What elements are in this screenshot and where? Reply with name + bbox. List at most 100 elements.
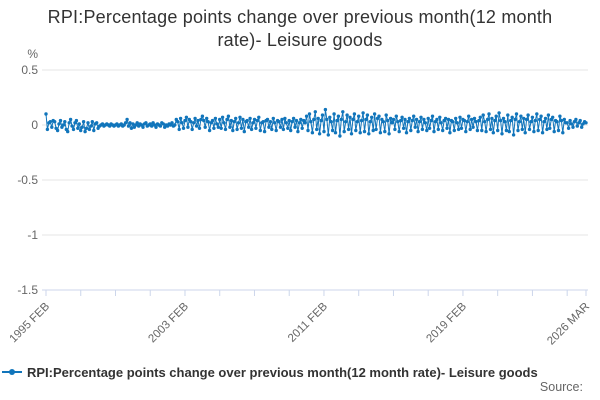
data-point[interactable]: [274, 128, 278, 133]
data-point[interactable]: [469, 117, 474, 122]
data-point[interactable]: [48, 120, 52, 124]
data-point[interactable]: [524, 117, 529, 122]
data-point[interactable]: [494, 114, 498, 118]
data-point[interactable]: [218, 117, 222, 122]
data-point[interactable]: [580, 125, 584, 129]
data-point[interactable]: [465, 120, 469, 124]
data-point[interactable]: [523, 131, 527, 135]
data-point[interactable]: [561, 131, 565, 135]
data-point[interactable]: [287, 118, 291, 123]
data-point[interactable]: [45, 127, 50, 132]
data-point[interactable]: [425, 128, 429, 133]
data-point[interactable]: [396, 120, 400, 124]
data-point[interactable]: [125, 117, 129, 122]
data-point[interactable]: [438, 115, 442, 120]
data-point[interactable]: [194, 124, 199, 128]
data-point[interactable]: [533, 118, 537, 123]
data-point[interactable]: [196, 118, 200, 123]
data-point[interactable]: [258, 128, 262, 133]
data-point[interactable]: [364, 117, 368, 122]
data-point[interactable]: [212, 126, 216, 130]
data-point[interactable]: [306, 128, 310, 133]
data-point[interactable]: [316, 116, 320, 121]
data-point[interactable]: [346, 127, 351, 132]
data-point[interactable]: [158, 124, 163, 128]
data-point[interactable]: [58, 118, 63, 123]
data-point[interactable]: [294, 118, 299, 123]
data-point[interactable]: [368, 120, 372, 124]
data-point[interactable]: [235, 127, 239, 132]
data-point[interactable]: [190, 127, 194, 132]
data-point[interactable]: [61, 123, 66, 127]
data-point[interactable]: [578, 118, 582, 123]
data-point[interactable]: [332, 112, 336, 116]
data-point[interactable]: [399, 118, 403, 123]
data-point[interactable]: [268, 120, 273, 124]
data-point[interactable]: [498, 118, 503, 123]
data-point[interactable]: [220, 115, 225, 120]
data-point[interactable]: [293, 125, 297, 129]
data-point[interactable]: [401, 126, 406, 130]
data-point[interactable]: [177, 127, 181, 132]
data-point[interactable]: [430, 114, 435, 118]
data-point[interactable]: [361, 111, 365, 115]
data-point[interactable]: [475, 128, 480, 133]
data-point[interactable]: [474, 120, 478, 124]
data-point[interactable]: [239, 126, 244, 130]
data-point[interactable]: [501, 116, 506, 121]
data-point[interactable]: [342, 129, 346, 134]
data-point[interactable]: [565, 121, 569, 125]
data-point[interactable]: [546, 113, 551, 117]
data-point[interactable]: [180, 121, 184, 125]
data-point[interactable]: [378, 131, 383, 135]
data-point[interactable]: [231, 128, 235, 133]
data-point[interactable]: [367, 132, 371, 136]
data-point[interactable]: [566, 126, 571, 130]
data-point[interactable]: [192, 121, 196, 125]
data-point[interactable]: [488, 127, 493, 132]
data-point[interactable]: [568, 118, 572, 123]
data-point[interactable]: [559, 118, 564, 123]
data-point[interactable]: [77, 122, 82, 126]
data-point[interactable]: [310, 131, 315, 135]
data-point[interactable]: [50, 125, 54, 129]
data-point[interactable]: [372, 112, 377, 116]
data-point[interactable]: [270, 127, 274, 132]
data-point[interactable]: [522, 116, 526, 121]
data-point[interactable]: [173, 123, 177, 127]
data-point[interactable]: [339, 117, 343, 122]
data-point[interactable]: [202, 118, 206, 123]
data-point[interactable]: [242, 129, 246, 134]
data-point[interactable]: [74, 118, 79, 123]
data-point[interactable]: [374, 127, 378, 132]
data-point[interactable]: [95, 121, 99, 125]
data-point[interactable]: [527, 127, 532, 132]
data-point[interactable]: [517, 120, 522, 124]
data-point[interactable]: [536, 128, 540, 133]
data-point[interactable]: [336, 114, 341, 118]
data-point[interactable]: [57, 122, 61, 126]
data-point[interactable]: [569, 122, 574, 126]
data-point[interactable]: [280, 117, 284, 122]
data-point[interactable]: [326, 133, 330, 137]
data-point[interactable]: [329, 120, 333, 124]
data-point[interactable]: [53, 120, 57, 124]
data-point[interactable]: [575, 124, 579, 128]
data-point[interactable]: [273, 121, 277, 125]
data-point[interactable]: [66, 129, 70, 134]
data-point[interactable]: [574, 117, 578, 122]
data-point[interactable]: [468, 127, 472, 132]
data-point[interactable]: [345, 113, 349, 117]
data-point[interactable]: [584, 121, 588, 125]
data-point[interactable]: [417, 120, 422, 124]
data-point[interactable]: [443, 116, 448, 121]
data-point[interactable]: [519, 114, 523, 118]
data-point[interactable]: [181, 126, 186, 130]
data-point[interactable]: [403, 117, 407, 122]
data-point[interactable]: [459, 126, 464, 130]
data-point[interactable]: [55, 128, 60, 133]
data-point[interactable]: [290, 120, 294, 124]
data-point[interactable]: [236, 121, 241, 125]
data-point[interactable]: [490, 116, 494, 121]
data-point[interactable]: [386, 118, 390, 123]
